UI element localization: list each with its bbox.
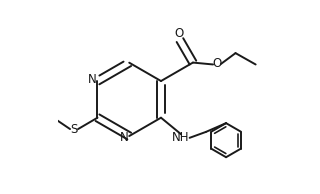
- Text: NH: NH: [172, 131, 190, 144]
- Text: O: O: [213, 57, 222, 70]
- Text: O: O: [174, 27, 183, 41]
- Text: N: N: [120, 131, 128, 144]
- Text: N: N: [88, 73, 97, 86]
- Text: S: S: [70, 123, 77, 136]
